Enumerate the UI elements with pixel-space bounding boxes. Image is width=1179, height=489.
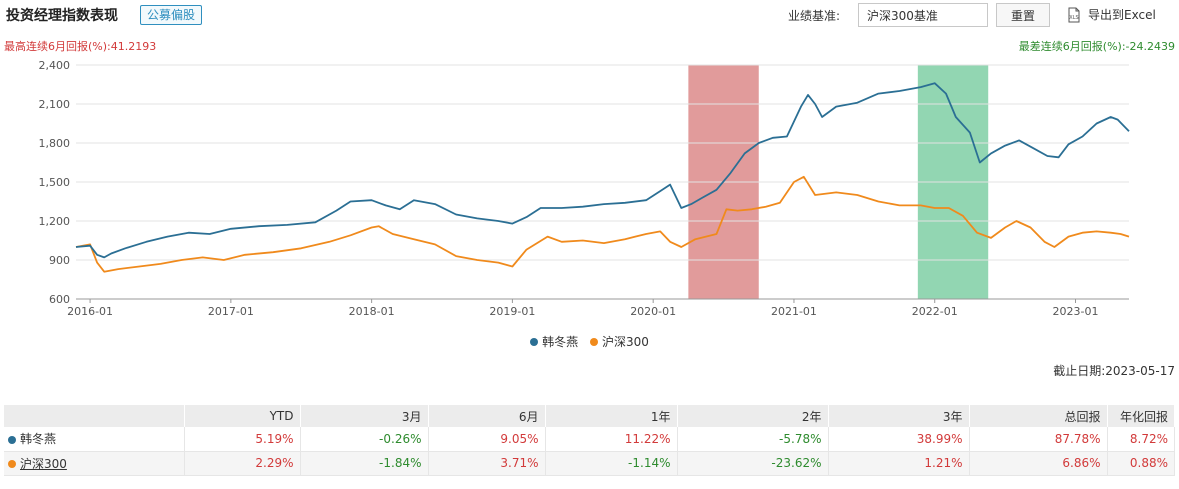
table-header-row: YTD 3月 6月 1年 2年 3年 总回报 年化回报	[4, 405, 1175, 427]
cutoff-date: 截止日期:2023-05-17	[1053, 364, 1175, 378]
category-tag[interactable]: 公募偏股	[140, 5, 203, 25]
cell-value: 9.05%	[428, 427, 546, 452]
x-tick-label: 2017-01	[208, 305, 254, 318]
cell-value: -0.26%	[300, 427, 429, 452]
y-tick-label: 600	[49, 293, 70, 306]
cell-value: 38.99%	[828, 427, 970, 452]
x-tick-label: 2018-01	[349, 305, 395, 318]
x-tick-label: 2020-01	[630, 305, 676, 318]
table-row: 沪深300 2.29% -1.84% 3.71% -1.14% -23.62% …	[4, 451, 1175, 476]
row-dot-benchmark	[8, 460, 16, 468]
excel-icon-text: XLS	[1069, 15, 1078, 21]
export-label: 导出到Excel	[1088, 8, 1156, 22]
header-cell-6m: 6月	[428, 405, 546, 427]
cell-value: 2.29%	[184, 451, 301, 476]
header-cell-total: 总回报	[969, 405, 1108, 427]
export-excel-link[interactable]: XLS 导出到Excel	[1066, 6, 1156, 23]
cell-value: 6.86%	[969, 451, 1108, 476]
gridlines	[76, 64, 1129, 300]
cell-value: -23.62%	[677, 451, 829, 476]
y-tick-label: 2,400	[39, 59, 71, 72]
max-return-label: 最高连续6月回报(%):41.2193	[4, 40, 157, 53]
x-tick-label: 2022-01	[912, 305, 958, 318]
cell-value: 8.72%	[1107, 427, 1175, 452]
y-tick-label: 900	[49, 254, 70, 267]
series-line-benchmark	[75, 175, 1130, 273]
min-return-label: 最差连续6月回报(%):-24.2439	[1018, 40, 1175, 53]
header-cell-name	[4, 405, 185, 427]
benchmark-label: 业绩基准:	[788, 9, 841, 23]
header-cell-1y: 1年	[545, 405, 678, 427]
cell-value: 11.22%	[545, 427, 678, 452]
legend-dot-manager	[530, 337, 539, 346]
row-dot-manager	[8, 435, 16, 444]
x-tick-label: 2023-01	[1053, 305, 1099, 318]
y-tick-label: 2,100	[39, 98, 71, 111]
row-name-link[interactable]: 沪深300	[20, 456, 67, 471]
row-name-cell: 韩冬燕	[4, 427, 185, 452]
x-tick-label: 2019-01	[489, 305, 535, 318]
cell-value: 3.71%	[428, 451, 546, 476]
series-line-manager	[75, 82, 1130, 259]
y-tick-label: 1,200	[39, 215, 71, 228]
y-axis-ticks: 600 900 1,200 1,500 1,800 2,100 2,400	[39, 59, 71, 306]
reset-button[interactable]: 重置	[996, 3, 1050, 27]
series-lines	[75, 82, 1130, 273]
header: 投资经理指数表现 公募偏股 业绩基准: 重置 XLS 导出到Excel	[0, 0, 1179, 32]
header-cell-annual: 年化回报	[1107, 405, 1175, 427]
row-name: 韩冬燕	[20, 432, 57, 447]
cell-value: 5.19%	[184, 427, 301, 452]
row-name-cell: 沪深300	[4, 451, 185, 476]
cell-value: -1.84%	[300, 451, 429, 476]
legend-item-benchmark[interactable]: 沪深300	[589, 333, 649, 350]
cell-value: 0.88%	[1107, 451, 1175, 476]
legend-item-manager[interactable]: 韩冬燕	[530, 333, 578, 350]
x-axis-ticks: 2016-01 2017-01 2018-01 2019-01 2020-01 2021-…	[67, 299, 1098, 318]
y-tick-label: 1,500	[39, 176, 71, 189]
chart-legend: 韩冬燕 沪深300	[0, 333, 1179, 350]
benchmark-input[interactable]	[858, 3, 988, 27]
header-cell-2y: 2年	[677, 405, 829, 427]
cell-value: -5.78%	[677, 427, 829, 452]
y-tick-label: 1,800	[39, 137, 71, 150]
table-row: 韩冬燕 5.19% -0.26% 9.05% 11.22% -5.78% 38.…	[4, 427, 1175, 452]
excel-file-icon: XLS	[1068, 7, 1080, 22]
legend-label-benchmark: 沪深300	[601, 335, 649, 349]
x-tick-label: 2021-01	[771, 305, 817, 318]
header-cell-ytd: YTD	[184, 405, 301, 427]
cell-value: 87.78%	[969, 427, 1108, 452]
cell-value: -1.14%	[545, 451, 678, 476]
cell-value: 1.21%	[828, 451, 970, 476]
header-cell-3y: 3年	[828, 405, 970, 427]
header-cell-3m: 3月	[300, 405, 429, 427]
x-tick-label: 2016-01	[67, 305, 113, 318]
page-title: 投资经理指数表现	[6, 8, 118, 24]
legend-dot-benchmark	[589, 337, 598, 346]
legend-label-manager: 韩冬燕	[542, 335, 579, 349]
performance-table: YTD 3月 6月 1年 2年 3年 总回报 年化回报 韩冬燕 5.19% -0…	[4, 405, 1175, 476]
